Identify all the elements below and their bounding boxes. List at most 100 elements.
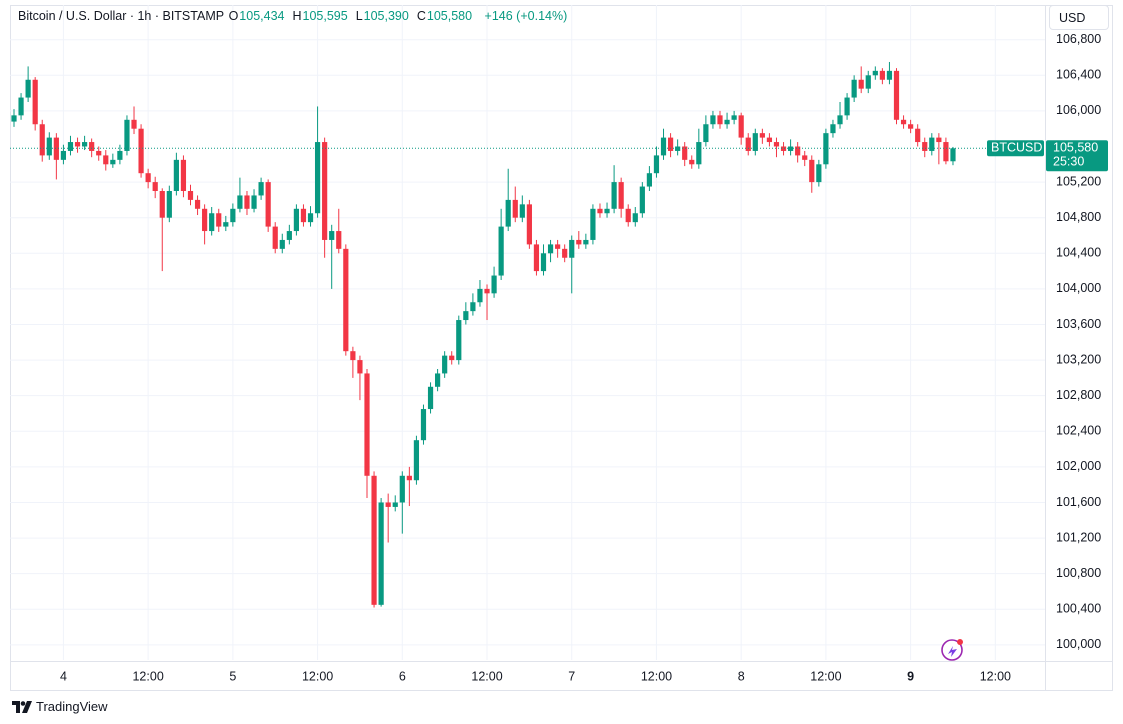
candle-body (738, 115, 744, 138)
chart-frame (10, 5, 1113, 691)
grid (10, 5, 1045, 660)
price-tag (1046, 140, 1108, 172)
candle-body (166, 190, 172, 218)
candle-body (660, 137, 667, 156)
x-tick-label: 12:00 (471, 669, 502, 683)
y-tick-label: 103,600 (1056, 317, 1101, 331)
candle-body (336, 231, 342, 249)
candle-body (675, 146, 681, 151)
candle-body (53, 137, 59, 160)
candle-body (618, 182, 624, 209)
candle-body (209, 213, 215, 232)
candle-body (350, 351, 356, 361)
y-tick-label: 101,200 (1056, 530, 1101, 544)
candle-body (187, 190, 194, 200)
candle-body (809, 159, 815, 183)
candle-body (117, 150, 123, 160)
candle-body (293, 208, 299, 232)
candle-body (590, 208, 596, 240)
candle-body (237, 195, 243, 209)
candle-body (780, 146, 787, 151)
candle-body (547, 244, 554, 254)
currency-button[interactable]: USD (1049, 5, 1109, 30)
candle-body (251, 195, 257, 209)
candle-body (194, 199, 201, 209)
y-tick-label: 102,400 (1056, 424, 1101, 438)
x-tick-label: 8 (738, 669, 745, 683)
candle-body (837, 115, 843, 125)
ohlc-key: L (355, 9, 363, 23)
candle-body (286, 231, 292, 240)
assistant-icon[interactable] (941, 639, 963, 661)
candle-body (936, 137, 942, 143)
candle-body (385, 502, 391, 507)
candle-body (484, 288, 490, 294)
candle-body (392, 502, 398, 507)
candle-body (498, 226, 504, 276)
candle-body (364, 373, 370, 476)
candle-body (583, 239, 589, 245)
x-tick-label: 12:00 (810, 669, 841, 683)
candle-body (886, 70, 893, 80)
candle-body (823, 133, 829, 165)
candle-body (145, 173, 151, 183)
candles (11, 61, 956, 608)
candle-body (131, 119, 137, 129)
candle-body (639, 186, 645, 214)
candle-body (611, 182, 617, 209)
candle-body (244, 195, 250, 209)
candle-body (152, 182, 158, 191)
candle-body (223, 222, 229, 227)
y-tick-label: 106,400 (1056, 68, 1101, 82)
candle-body (865, 75, 871, 89)
candle-body (816, 164, 822, 183)
candle-body (300, 208, 307, 223)
candle-body (830, 124, 836, 134)
x-tick-label: 7 (568, 669, 575, 683)
y-tick-label: 106,000 (1056, 103, 1101, 117)
candle-body (406, 475, 412, 481)
candle-body (67, 142, 74, 151)
candle-body (646, 173, 652, 187)
x-tick-label: 12:00 (641, 669, 672, 683)
candle-body (378, 502, 384, 605)
candle-body (258, 182, 264, 196)
candle-body (272, 226, 278, 249)
candle-body (39, 124, 45, 156)
candle-body (526, 204, 532, 245)
candle-body (632, 213, 638, 223)
candle-body (795, 146, 801, 156)
candle-body (908, 124, 914, 129)
candle-body (731, 115, 737, 120)
candle-body (893, 70, 900, 120)
candle-body (773, 142, 780, 147)
candle-body (505, 199, 511, 227)
candle-body (343, 248, 349, 352)
ohlc-key: H (292, 9, 302, 23)
candle-body (60, 150, 67, 160)
candle-body (759, 133, 765, 138)
candle-body (124, 119, 130, 151)
symbol-tag (987, 140, 1044, 157)
candle-body (463, 311, 469, 321)
candle-body (766, 137, 773, 143)
candle-body (82, 142, 88, 147)
candle-body (844, 97, 850, 116)
candle-body (180, 159, 187, 191)
candle-body (667, 137, 674, 151)
candle-body (717, 115, 723, 125)
candle-body (802, 155, 808, 160)
candle-body (724, 119, 730, 125)
candle-body (413, 440, 420, 481)
candle-body (173, 159, 179, 191)
candle-body (11, 115, 17, 122)
candle-body (533, 244, 540, 272)
candle-body (512, 199, 518, 218)
y-tick-label: 102,800 (1056, 388, 1101, 402)
candle-body (851, 79, 857, 98)
candle-body (449, 355, 455, 361)
candle-body (427, 386, 434, 410)
candle-body (202, 208, 208, 232)
